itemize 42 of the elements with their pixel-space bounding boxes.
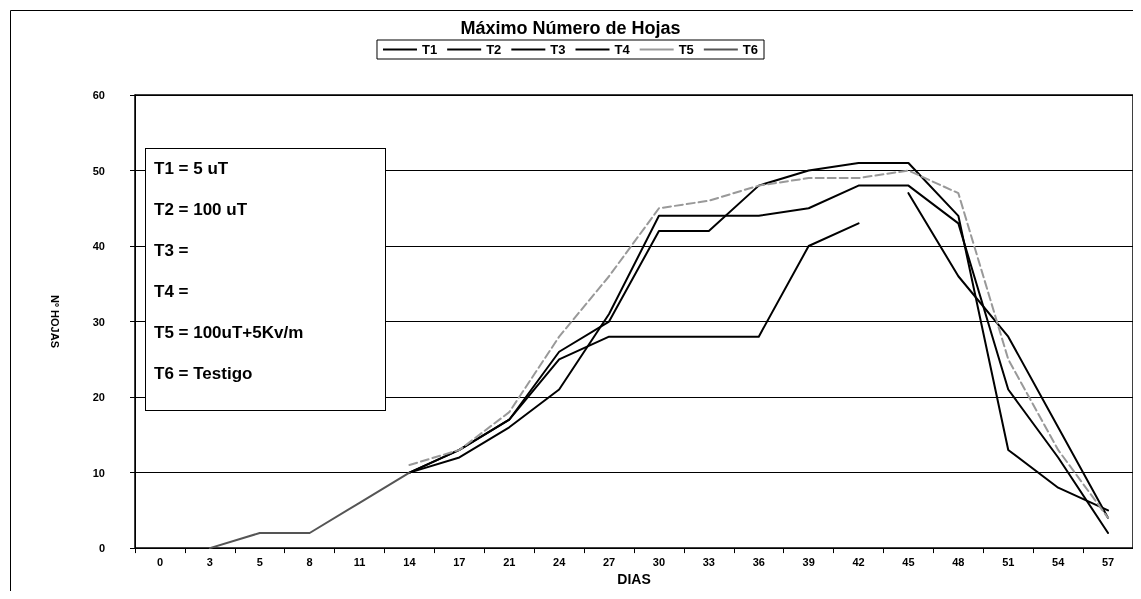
- y-tick-label: 40: [92, 240, 105, 253]
- x-tick-label: 45: [902, 555, 915, 568]
- y-axis-title: Nº HOJAS: [48, 295, 61, 349]
- x-tick-label: 8: [306, 555, 313, 568]
- x-tick-label: 24: [553, 555, 567, 568]
- annotation: T6 = Testigo: [154, 364, 254, 385]
- annotation: T1 = 5 uT: [154, 159, 230, 180]
- legend-label: T6: [742, 42, 759, 57]
- legend-label: T5: [678, 42, 694, 57]
- x-tick-label: 57: [1101, 555, 1115, 568]
- x-tick-label: 11: [353, 555, 366, 568]
- legend-label: T3: [550, 42, 566, 57]
- y-tick-label: 10: [92, 466, 105, 479]
- x-tick-label: 5: [256, 555, 263, 568]
- x-tick-label: 14: [403, 555, 417, 568]
- x-tick-label: 0: [156, 555, 164, 568]
- x-tick-label: 54: [1052, 555, 1066, 568]
- x-tick-label: 30: [652, 555, 666, 568]
- chart-title: Máximo Número de Hojas: [460, 18, 681, 38]
- x-tick-label: 27: [602, 555, 616, 568]
- y-tick-label: 60: [92, 89, 105, 101]
- y-tick-label: 50: [92, 164, 105, 177]
- legend-label: T4: [614, 42, 631, 57]
- y-tick-label: 0: [98, 542, 105, 555]
- x-tick-label: 42: [852, 555, 865, 568]
- y-tick-label: 30: [92, 315, 105, 328]
- annotation: T4 =: [154, 282, 190, 303]
- x-tick-label: 17: [453, 555, 466, 568]
- x-tick-label: 33: [702, 555, 715, 568]
- annotation: T5 = 100uT+5Kv/m: [154, 323, 305, 344]
- annotation: T3 =: [154, 241, 190, 262]
- annotation: T2 = 100 uT: [154, 200, 249, 221]
- x-tick-label: 51: [1002, 555, 1015, 568]
- legend-label: T2: [486, 42, 502, 57]
- x-tick-label: 3: [206, 555, 213, 568]
- y-tick-label: 20: [92, 391, 105, 404]
- x-tick-label: 39: [802, 555, 815, 568]
- x-tick-label: 21: [503, 555, 516, 568]
- legend-label: T1: [421, 42, 438, 57]
- x-tick-label: 48: [952, 555, 965, 568]
- x-axis-title: DIAS: [617, 571, 651, 587]
- x-tick-label: 36: [752, 555, 765, 568]
